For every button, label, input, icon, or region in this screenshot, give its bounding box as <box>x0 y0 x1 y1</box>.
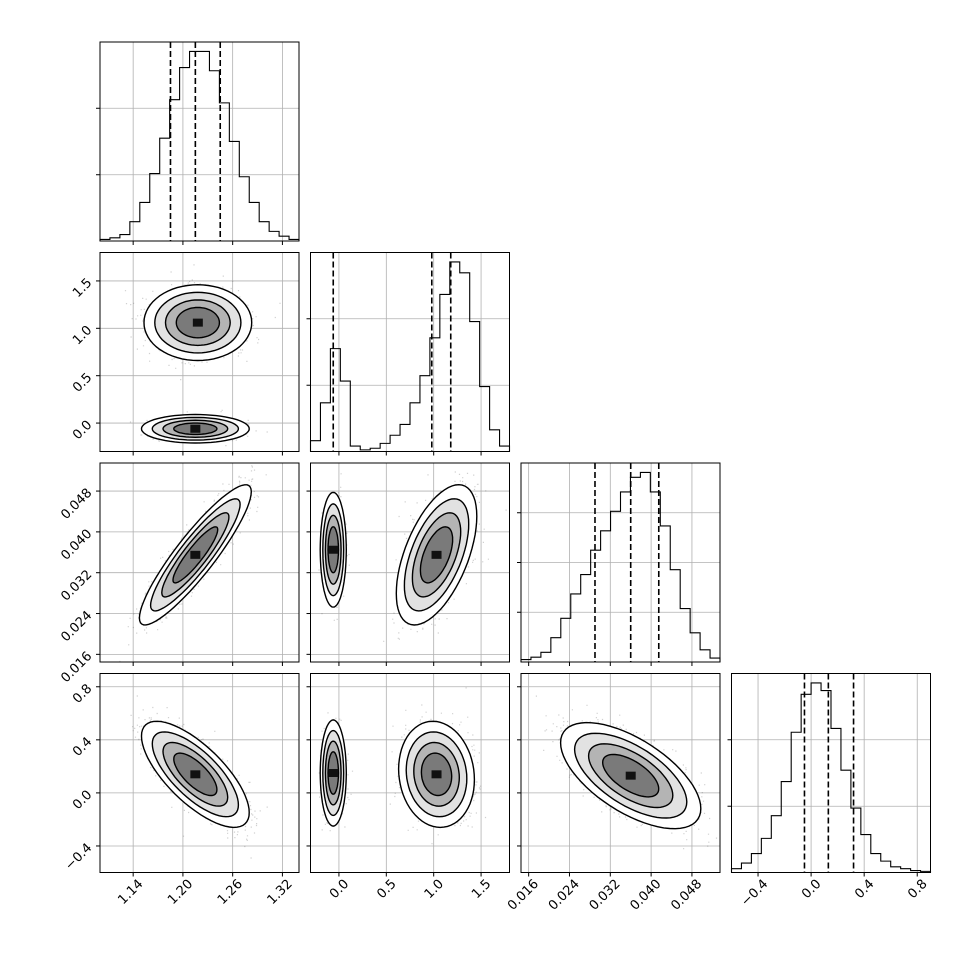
x-tick-label-2-3: 0.040 <box>627 877 664 914</box>
panel-content <box>310 673 510 873</box>
scatter-panel-2-0 <box>96 462 300 666</box>
axes-frame <box>310 673 510 873</box>
y-tick-label-3-3: 0.8 <box>70 681 95 706</box>
density-core-0 <box>190 770 201 779</box>
x-tick-label-0-0: 1.14 <box>115 877 146 908</box>
axes-frame <box>99 252 300 452</box>
scatter-panel-3-1 <box>306 673 510 877</box>
y-tick-label-2-3: 0.040 <box>58 527 95 564</box>
axes-frame <box>99 462 300 663</box>
x-tick-label-2-2: 0.032 <box>587 877 624 914</box>
x-tick-label-1-1: 0.5 <box>374 877 399 902</box>
density-core-0 <box>625 771 636 780</box>
x-tick-label-1-0: 0.0 <box>327 877 352 902</box>
x-tick-label-3-2: 0.4 <box>852 877 877 902</box>
scatter-panel-2-1 <box>306 462 510 666</box>
scatter-panel-1-0 <box>96 252 300 456</box>
y-tick-label-2-4: 0.048 <box>58 486 95 523</box>
scatter-panel-3-0 <box>96 673 300 877</box>
density-core-0 <box>328 769 339 777</box>
y-tick-label-1-3: 1.5 <box>70 276 95 301</box>
x-tick-label-3-0: −0.4 <box>738 877 771 910</box>
axes-frame <box>99 41 300 242</box>
histogram-panel-3 <box>727 673 932 877</box>
panel-content <box>100 463 299 662</box>
x-tick-label-0-1: 1.20 <box>165 877 196 908</box>
y-tick-label-2-2: 0.032 <box>58 567 95 604</box>
x-tick-label-3-3: 0.8 <box>905 877 930 902</box>
axes-frame <box>310 462 510 663</box>
axes-frame <box>731 673 931 873</box>
histogram-bars-2 <box>520 471 721 662</box>
y-tick-label-2-1: 0.024 <box>58 608 95 645</box>
axes-frame <box>99 673 300 873</box>
x-tick-label-1-3: 1.5 <box>469 877 494 902</box>
axes-frame <box>520 673 721 873</box>
panel-content <box>100 673 299 873</box>
histogram-panel-2 <box>517 462 721 666</box>
histogram-bars-3 <box>730 682 932 873</box>
y-tick-label-3-2: 0.4 <box>70 735 95 760</box>
x-tick-label-2-4: 0.048 <box>668 877 705 914</box>
x-tick-label-0-2: 1.26 <box>215 877 246 908</box>
x-tick-label-2-0: 0.016 <box>505 877 542 914</box>
histogram-panel-1 <box>306 252 511 456</box>
y-tick-label-1-1: 0.5 <box>70 370 95 395</box>
density-core-0 <box>192 318 203 327</box>
histogram-panel-0 <box>96 41 300 245</box>
panel-content <box>310 463 510 662</box>
axes-frame <box>310 252 510 452</box>
y-tick-label-2-0: 0.016 <box>58 649 95 686</box>
x-tick-label-0-3: 1.32 <box>265 877 296 908</box>
y-tick-label-3-1: 0.0 <box>70 788 95 813</box>
density-core-1 <box>190 424 201 433</box>
y-tick-label-1-0: 0.0 <box>70 418 95 443</box>
scatter-panel-3-2 <box>517 673 721 877</box>
histogram-bars-1 <box>309 261 511 452</box>
density-core-1 <box>431 770 442 779</box>
density-core-1 <box>431 550 442 559</box>
x-tick-label-2-1: 0.024 <box>546 877 583 914</box>
x-tick-label-3-1: 0.0 <box>799 877 824 902</box>
density-core-0 <box>190 550 201 559</box>
histogram-bars-0 <box>99 50 300 241</box>
density-core-0 <box>328 545 339 554</box>
y-tick-label-3-0: −0.4 <box>62 841 95 874</box>
panel-content <box>100 252 299 452</box>
panel-content <box>521 673 720 873</box>
y-tick-label-1-2: 1.0 <box>70 323 95 348</box>
x-tick-label-1-2: 1.0 <box>422 877 447 902</box>
